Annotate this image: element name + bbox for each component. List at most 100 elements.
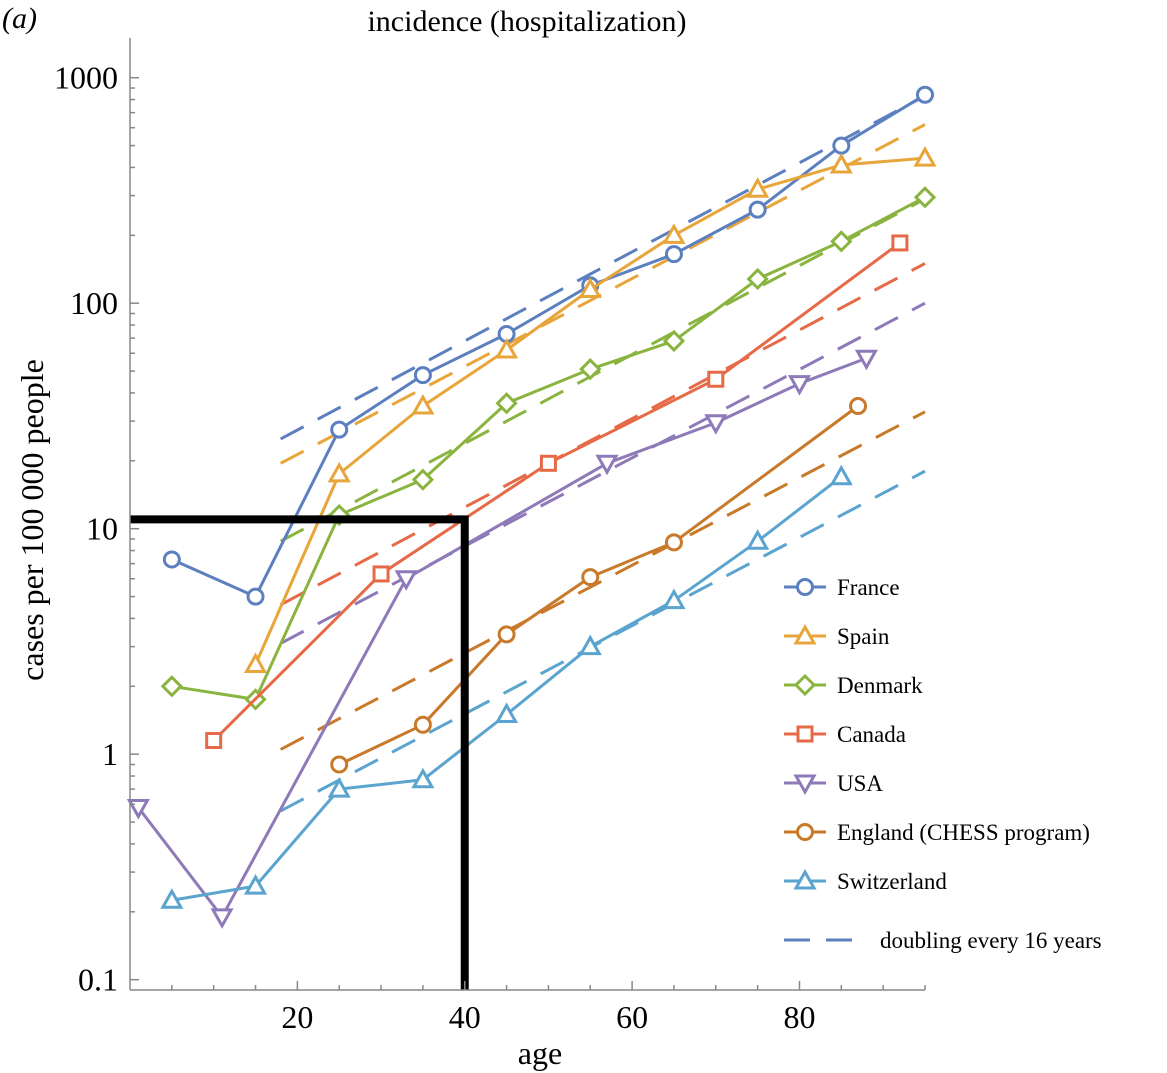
data-point xyxy=(579,358,602,381)
series-line xyxy=(338,404,859,766)
data-point xyxy=(595,454,619,476)
data-point xyxy=(746,529,770,550)
legend-item: Denmark xyxy=(784,673,923,698)
data-point xyxy=(539,454,557,472)
data-point xyxy=(495,702,519,723)
legend-label: Canada xyxy=(837,722,906,747)
data-series xyxy=(126,85,937,929)
y-tick-label: 1 xyxy=(102,736,118,772)
legend-label: France xyxy=(837,575,900,600)
legend-marker xyxy=(796,823,814,841)
y-axis-title: cases per 100 000 people xyxy=(14,359,50,681)
x-tick-label: 20 xyxy=(281,999,313,1035)
data-point xyxy=(160,888,184,909)
legend-label: Switzerland xyxy=(837,869,947,894)
data-point xyxy=(160,675,183,698)
legend-label: Denmark xyxy=(837,673,923,698)
data-point xyxy=(205,732,223,750)
data-point xyxy=(913,186,937,209)
data-point xyxy=(394,570,418,591)
y-tick-label: 100 xyxy=(70,285,118,321)
chart-title: incidence (hospitalization) xyxy=(367,5,686,38)
x-axis-title: age xyxy=(518,1035,562,1071)
series-usa xyxy=(126,349,878,929)
data-point xyxy=(411,393,435,415)
data-point xyxy=(497,625,516,644)
data-point xyxy=(411,767,435,789)
data-point xyxy=(162,550,181,569)
legend-item: France xyxy=(784,575,900,600)
data-point xyxy=(662,223,686,244)
legend-item: England (CHESS program) xyxy=(784,820,1090,845)
data-point xyxy=(327,777,351,798)
series-canada xyxy=(205,234,909,750)
data-point xyxy=(746,267,769,291)
data-point xyxy=(243,652,268,673)
legend-item: Canada xyxy=(784,722,906,747)
data-point xyxy=(849,397,868,416)
reference-line-4 xyxy=(279,262,926,607)
legend-item: Spain xyxy=(784,623,890,649)
data-point xyxy=(830,230,853,253)
series-england-chess-program- xyxy=(330,397,868,774)
legend-label-reference: doubling every 16 years xyxy=(880,928,1102,953)
data-point xyxy=(832,136,851,155)
series-switzerland xyxy=(160,464,853,909)
panel-label: (a) xyxy=(2,2,37,35)
legend-item: USA xyxy=(784,771,883,796)
data-point xyxy=(246,587,265,606)
data-point xyxy=(746,177,770,198)
legend: France Spain Denmark Canada USA England (CHES… xyxy=(784,575,1102,953)
legend-marker xyxy=(793,868,817,890)
data-point xyxy=(748,200,767,219)
legend-marker xyxy=(793,623,817,645)
reference-line-1 xyxy=(279,94,926,441)
legend-marker xyxy=(793,774,817,796)
reference-lines xyxy=(279,94,926,813)
data-point xyxy=(664,533,683,552)
series-spain xyxy=(243,146,937,673)
legend-item: Switzerland xyxy=(784,868,947,894)
data-point xyxy=(495,337,519,359)
reference-line-2 xyxy=(279,123,926,465)
data-point xyxy=(787,375,812,396)
series-line xyxy=(171,195,926,701)
data-point xyxy=(913,146,937,167)
legend-marker xyxy=(796,578,814,596)
legend-label: USA xyxy=(837,771,883,796)
data-point xyxy=(664,245,683,264)
highlight-box-edge xyxy=(130,515,469,990)
data-point xyxy=(707,370,725,388)
x-tick-label: 40 xyxy=(449,999,481,1035)
x-tick-label: 60 xyxy=(616,999,648,1035)
data-point xyxy=(662,329,686,353)
data-point xyxy=(581,568,600,587)
legend-marker xyxy=(793,673,817,697)
y-tick-label: 1000 xyxy=(54,60,118,96)
data-point xyxy=(916,85,934,104)
data-point xyxy=(891,234,909,252)
data-point xyxy=(413,366,432,385)
reference-line-3 xyxy=(279,197,926,543)
data-point xyxy=(495,392,518,415)
series-line xyxy=(171,475,843,902)
data-point xyxy=(578,634,602,656)
data-point xyxy=(372,565,390,583)
highlight-box xyxy=(130,515,469,990)
reference-line-5 xyxy=(279,301,926,645)
legend-marker xyxy=(796,725,814,743)
data-point xyxy=(330,420,349,439)
data-point xyxy=(413,715,432,734)
y-tick-label: 10 xyxy=(86,511,118,547)
legend-item-reference: doubling every 16 years xyxy=(784,928,1102,953)
series-denmark xyxy=(160,186,937,711)
data-point xyxy=(829,152,853,174)
reference-line-7 xyxy=(279,469,926,813)
axes: 20 40 60 80 0.1 1 10 100 1000 xyxy=(54,38,926,1035)
y-tick-label: 0.1 xyxy=(78,962,118,998)
reference-line-6 xyxy=(279,410,926,751)
x-tick-label: 80 xyxy=(783,999,815,1035)
data-point xyxy=(210,908,234,929)
legend-label: England (CHESS program) xyxy=(837,820,1090,845)
